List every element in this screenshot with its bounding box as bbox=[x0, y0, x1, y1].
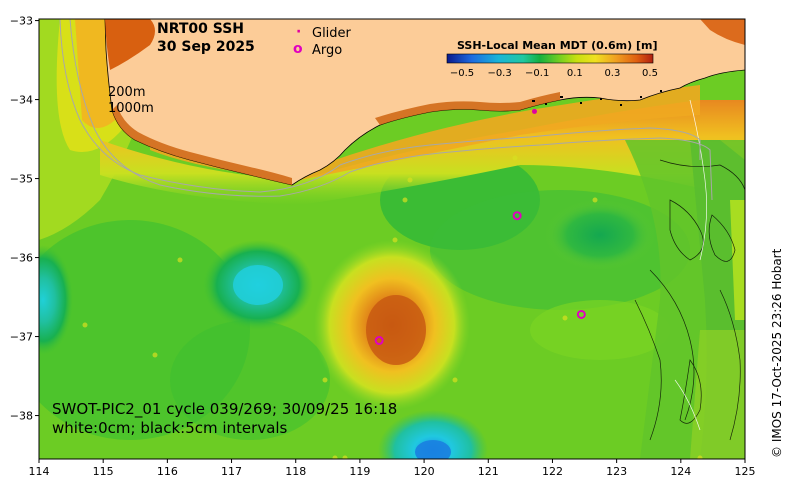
title-date: 30 Sep 2025 bbox=[157, 39, 255, 55]
glider-legend-label: Glider bbox=[312, 26, 352, 41]
colorbar-tick-label: 0.1 bbox=[567, 68, 583, 79]
x-tick-label: 117 bbox=[221, 465, 242, 478]
isobath-1000-label: 1000m bbox=[108, 101, 154, 116]
contour-lines bbox=[634, 159, 745, 441]
argo-float-marker[interactable] bbox=[512, 211, 522, 221]
plot-frame bbox=[38, 18, 746, 460]
y-tick-label: −33 bbox=[10, 15, 33, 28]
x-axis: 114 115 116 117 118 119 120 121 122 123 124 125 bbox=[29, 459, 756, 478]
x-tick-label: 119 bbox=[349, 465, 370, 478]
islands bbox=[532, 90, 662, 106]
x-tick-label: 120 bbox=[414, 465, 435, 478]
isobaths bbox=[59, 19, 713, 201]
x-tick-label: 114 bbox=[29, 465, 50, 478]
colorbar-tick-label: −0.1 bbox=[525, 68, 549, 79]
argo-float-marker[interactable] bbox=[374, 336, 384, 346]
colorbar-tick-label: 0.5 bbox=[642, 68, 658, 79]
argo-legend-symbol: o bbox=[293, 41, 303, 57]
x-tick-label: 123 bbox=[606, 465, 627, 478]
glider-legend-symbol: · bbox=[296, 24, 301, 40]
x-tick-label: 115 bbox=[93, 465, 114, 478]
argo-float-marker[interactable] bbox=[576, 309, 586, 319]
cold-eddy-south bbox=[378, 410, 488, 459]
glider-marker[interactable] bbox=[531, 108, 537, 114]
y-tick-label: −34 bbox=[10, 94, 33, 107]
y-axis: −33 −34 −35 −36 −37 −38 bbox=[10, 15, 39, 423]
x-tick-label: 118 bbox=[285, 465, 306, 478]
colorbar-title: SSH-Local Mean MDT (0.6m) [m] bbox=[457, 39, 657, 52]
colorbar-tick-label: −0.3 bbox=[487, 68, 511, 79]
x-tick-label: 116 bbox=[157, 465, 178, 478]
swot-pass-info: SWOT-PIC2_01 cycle 039/269; 30/09/25 16:… bbox=[52, 400, 397, 419]
x-tick-label: 121 bbox=[478, 465, 499, 478]
y-tick-label: −36 bbox=[10, 252, 33, 265]
y-tick-label: −35 bbox=[10, 173, 33, 186]
colorbar-tick-label: 0.3 bbox=[604, 68, 620, 79]
argo-legend-label: Argo bbox=[312, 43, 342, 58]
zero-contours bbox=[674, 99, 707, 431]
isobath-200-label: 200m bbox=[108, 85, 145, 100]
contour-interval-info: white:0cm; black:5cm intervals bbox=[52, 419, 288, 437]
credit-text: © IMOS 17-Oct-2025 23:26 Hobart bbox=[770, 248, 784, 458]
plot-area bbox=[39, 19, 745, 459]
y-tick-label: −37 bbox=[10, 331, 33, 344]
x-tick-label: 125 bbox=[735, 465, 756, 478]
colorbar: SSH-Local Mean MDT (0.6m) [m] −0.5 −0.3 −0… bbox=[446, 39, 658, 79]
marker-legend: · Glider o Argo bbox=[293, 24, 352, 58]
title-product: NRT00 SSH bbox=[157, 21, 244, 37]
x-tick-label: 122 bbox=[542, 465, 563, 478]
y-tick-label: −38 bbox=[10, 410, 33, 423]
x-tick-label: 124 bbox=[670, 465, 691, 478]
colorbar-ramp bbox=[446, 53, 654, 64]
colorbar-tick-label: −0.5 bbox=[450, 68, 474, 79]
markers bbox=[374, 108, 586, 346]
